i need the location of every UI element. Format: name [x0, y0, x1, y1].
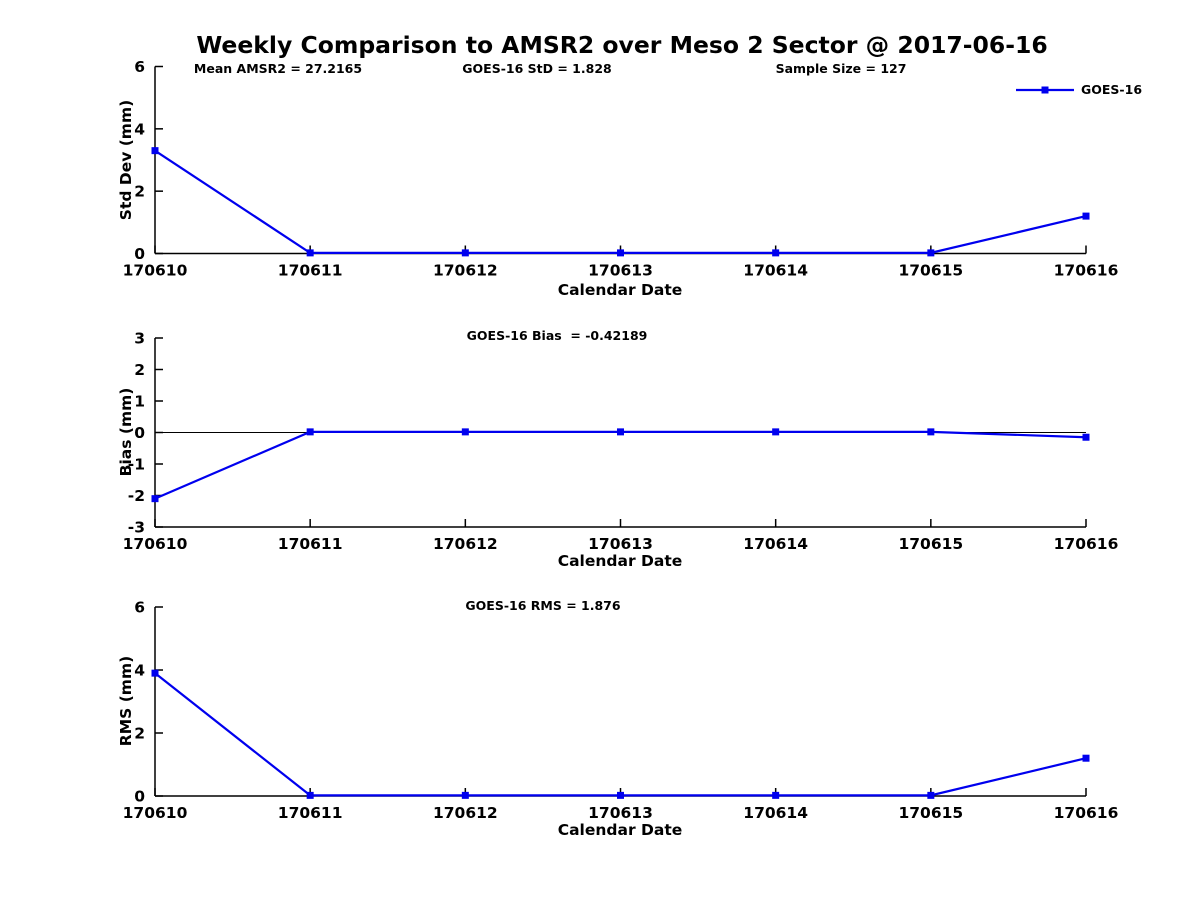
svg-text:170614: 170614 [743, 262, 808, 280]
svg-text:170615: 170615 [898, 804, 963, 822]
ylabel-stddev: Std Dev (mm) [117, 99, 135, 221]
svg-text:170610: 170610 [123, 262, 188, 280]
svg-text:170610: 170610 [123, 535, 188, 553]
svg-text:170616: 170616 [1054, 262, 1119, 280]
svg-text:170614: 170614 [743, 804, 808, 822]
svg-text:170616: 170616 [1054, 535, 1119, 553]
svg-text:170615: 170615 [898, 535, 963, 553]
ylabel-bias: Bias (mm) [117, 387, 135, 477]
ylabel-rms: RMS (mm) [117, 655, 135, 747]
xlabel-bias: Calendar Date [557, 552, 683, 570]
svg-text:170610: 170610 [123, 804, 188, 822]
svg-text:170612: 170612 [433, 262, 498, 280]
svg-text:170613: 170613 [588, 804, 653, 822]
annotation-goes16-bias: GOES-16 Bias = -0.42189 [466, 328, 648, 343]
annotation-goes16-rms: GOES-16 RMS = 1.876 [465, 598, 621, 613]
annotation-mean-amsr2: Mean AMSR2 = 27.2165 [193, 61, 363, 76]
svg-text:170611: 170611 [278, 262, 343, 280]
legend: GOES-16 [1016, 82, 1142, 97]
xlabel-rms: Calendar Date [557, 821, 683, 839]
svg-text:170613: 170613 [588, 535, 653, 553]
svg-text:170616: 170616 [1054, 804, 1119, 822]
svg-text:170612: 170612 [433, 804, 498, 822]
annotation-sample-size: Sample Size = 127 [775, 61, 907, 76]
figure-title: Weekly Comparison to AMSR2 over Meso 2 S… [196, 31, 1048, 59]
xlabel-stddev: Calendar Date [557, 281, 683, 299]
svg-text:170615: 170615 [898, 262, 963, 280]
svg-text:170612: 170612 [433, 535, 498, 553]
svg-text:170613: 170613 [588, 262, 653, 280]
svg-text:170614: 170614 [743, 535, 808, 553]
svg-text:170611: 170611 [278, 535, 343, 553]
legend-line-icon [1016, 86, 1074, 93]
svg-text:170611: 170611 [278, 804, 343, 822]
legend-label: GOES-16 [1081, 82, 1143, 97]
annotation-goes16-std: GOES-16 StD = 1.828 [462, 61, 612, 76]
